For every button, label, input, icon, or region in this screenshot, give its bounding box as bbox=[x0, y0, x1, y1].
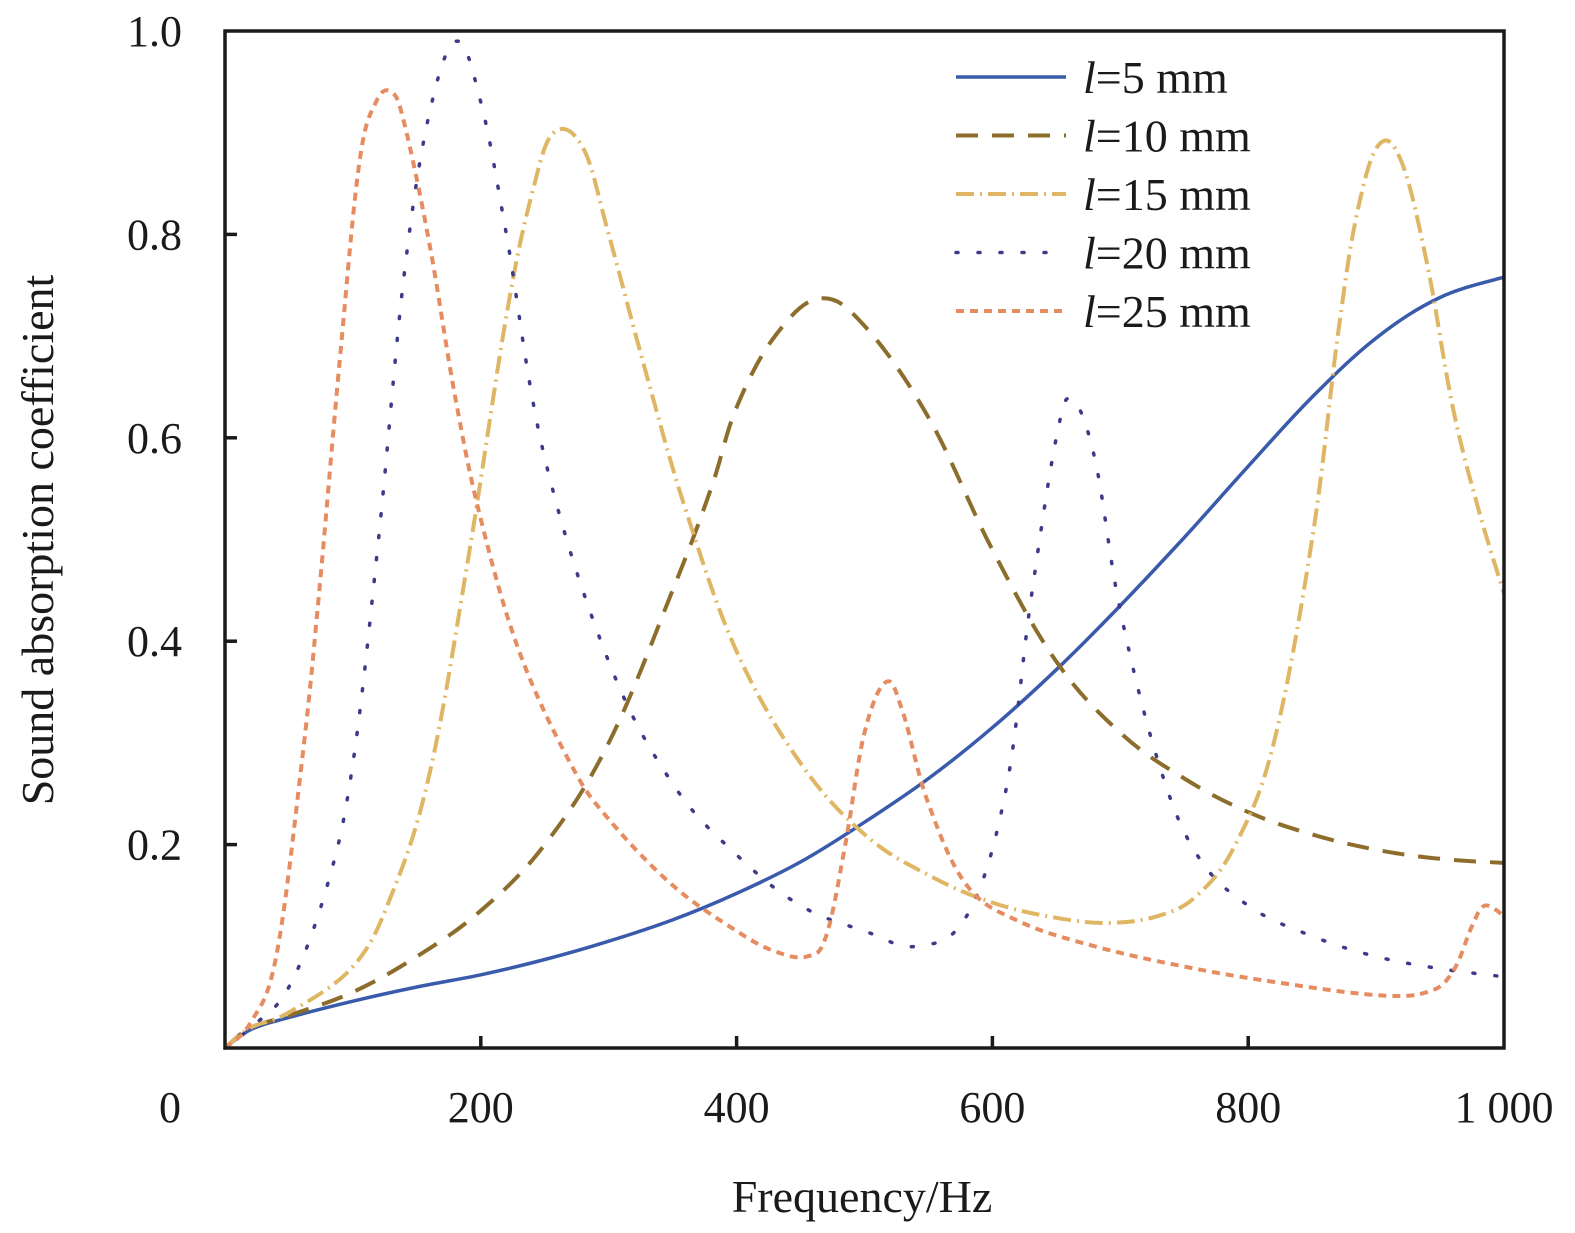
y-axis-label: Sound absorption coefficient bbox=[12, 274, 63, 805]
legend-item: l=15 mm bbox=[956, 169, 1251, 220]
y-tick-label: 1.0 bbox=[127, 7, 182, 56]
legend-label: l=15 mm bbox=[1083, 169, 1251, 220]
legend-label-var: l bbox=[1083, 52, 1096, 103]
plot-frame bbox=[223, 29, 1506, 1050]
legend-label: l=5 mm bbox=[1083, 52, 1228, 103]
legend-label-value: =5 mm bbox=[1096, 52, 1228, 103]
series-line-l-15-mm bbox=[223, 127, 1506, 1050]
legend-label-var: l bbox=[1083, 286, 1096, 337]
legend-label-value: =15 mm bbox=[1096, 169, 1251, 220]
legend-label-var: l bbox=[1083, 228, 1096, 279]
legend-item: l=5 mm bbox=[956, 52, 1228, 103]
y-tick-label: 0.2 bbox=[127, 821, 182, 870]
series-line-l-5-mm bbox=[223, 275, 1505, 1050]
legend-item: l=20 mm bbox=[954, 228, 1251, 279]
legend-label-value: =20 mm bbox=[1096, 228, 1251, 279]
legend-item: l=10 mm bbox=[956, 111, 1251, 162]
x-tick-label: 600 bbox=[959, 1083, 1025, 1132]
y-tick-label: 0.8 bbox=[127, 210, 182, 259]
legend-item: l=25 mm bbox=[956, 286, 1251, 337]
legend: l=5 mml=10 mml=15 mml=20 mml=25 mm bbox=[954, 52, 1251, 337]
y-tick-label: 0.6 bbox=[127, 414, 182, 463]
legend-label-var: l bbox=[1083, 169, 1096, 220]
x-tick-label: 800 bbox=[1215, 1083, 1281, 1132]
legend-label-value: =25 mm bbox=[1096, 286, 1251, 337]
x-tick-label: 400 bbox=[704, 1083, 770, 1132]
x-tick-label: 1 000 bbox=[1455, 1083, 1554, 1132]
series-line-l-10-mm bbox=[223, 296, 1505, 1050]
legend-label: l=25 mm bbox=[1083, 286, 1251, 337]
x-tick-label: 0 bbox=[159, 1083, 181, 1132]
x-axis-label: Frequency/Hz bbox=[732, 1171, 993, 1222]
ticks-layer: 0 200 400 600 800 1 000 0.2 0.4 0.6 0.8 1.0 bbox=[127, 7, 1554, 1132]
legend-label-value: =10 mm bbox=[1096, 111, 1251, 162]
series-line-l-25-mm bbox=[223, 88, 1506, 1050]
legend-label: l=10 mm bbox=[1083, 111, 1251, 162]
y-tick-label: 0.4 bbox=[127, 617, 182, 666]
series-layer bbox=[223, 39, 1506, 1050]
legend-label: l=20 mm bbox=[1083, 228, 1251, 279]
x-tick-label: 200 bbox=[448, 1083, 514, 1132]
legend-label-var: l bbox=[1083, 111, 1096, 162]
